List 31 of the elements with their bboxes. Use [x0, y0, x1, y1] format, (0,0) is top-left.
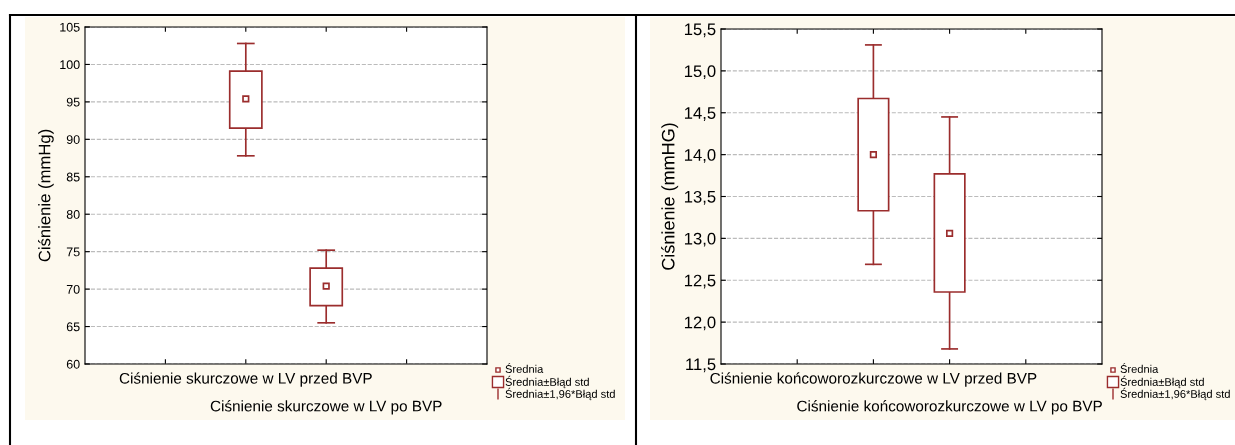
y-tick-label: 105 [60, 22, 80, 32]
y-tick-label: 13,5 [684, 190, 716, 205]
text: Średnia [1120, 362, 1159, 373]
x-tick-label: Ciśnienie końcoworozkurczowe w LV przed BVP [710, 372, 1037, 387]
y-tick-label: 13,0 [684, 232, 716, 247]
y-tick-label: 12,0 [684, 316, 716, 331]
y-tick-label: 100 [60, 60, 80, 70]
text: Średnia±1,96*Błąd std [1120, 387, 1230, 401]
x-tick-label: Ciśnienie skurczowe w LV po BVP [210, 400, 442, 415]
y-tick-label: 75 [66, 247, 80, 257]
y-tick-label: 15,0 [684, 65, 716, 80]
y-tick-label: 14,0 [684, 149, 716, 163]
x-tick-label: Ciśnienie końcoworozkurczowe w LV po BVP [797, 400, 1102, 415]
text: Średnia±1,96*Błąd std [505, 387, 615, 401]
y-tick-label: 11,5 [686, 358, 716, 373]
y-tick-label: 15,5 [684, 23, 716, 38]
y-tick-label: 80 [66, 210, 80, 219]
y-tick-label: 70 [66, 284, 80, 294]
y-tick-label: 65 [66, 322, 80, 332]
text: Średnia [505, 362, 544, 373]
text: Średnia±Błąd std [505, 375, 589, 389]
y-tick-label: 12,5 [684, 274, 716, 289]
y-axis-title: Ciśnienie (mmHG) [661, 123, 679, 270]
y-axis-title: Ciśnienie (mmHg) [38, 129, 54, 262]
text: Średnia±Błąd std [1120, 375, 1204, 389]
y-tick-label: 85 [66, 172, 80, 182]
x-tick-label: Ciśnienie skurczowe w LV przed BVP [119, 372, 372, 387]
y-tick-label: 60 [66, 359, 80, 369]
y-tick-label: 90 [66, 135, 80, 144]
y-tick-label: 14,5 [684, 107, 716, 121]
y-tick-label: 95 [66, 97, 80, 107]
